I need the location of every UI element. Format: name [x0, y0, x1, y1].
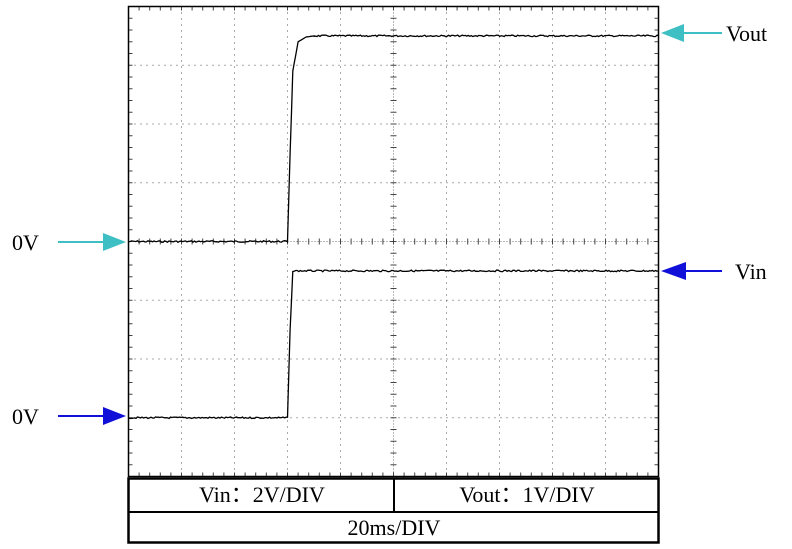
vin-label: Vin	[735, 259, 767, 284]
traces	[128, 34, 659, 420]
vin-zero-arrow-icon	[103, 407, 126, 425]
vout-arrow-icon	[661, 24, 684, 42]
vin-marker: Vin	[661, 259, 767, 284]
trace-vin	[128, 269, 659, 420]
plot-frame	[127, 5, 660, 478]
vin-zero-label: 0V	[12, 404, 39, 429]
vout-marker: Vout	[661, 21, 767, 46]
vin-arrow-icon	[661, 262, 686, 280]
vin-zero-marker: 0V	[12, 404, 126, 429]
vout-zero-arrow-icon	[103, 233, 126, 251]
trace-vout	[128, 34, 659, 244]
vin-scale-label: Vin：2V/DIV	[199, 482, 325, 507]
vout-zero-marker: 0V	[12, 230, 126, 255]
vout-zero-label: 0V	[12, 230, 39, 255]
time-scale-label: 20ms/DIV	[348, 515, 441, 540]
vout-label: Vout	[726, 21, 767, 46]
vout-scale-label: Vout：1V/DIV	[459, 482, 594, 507]
